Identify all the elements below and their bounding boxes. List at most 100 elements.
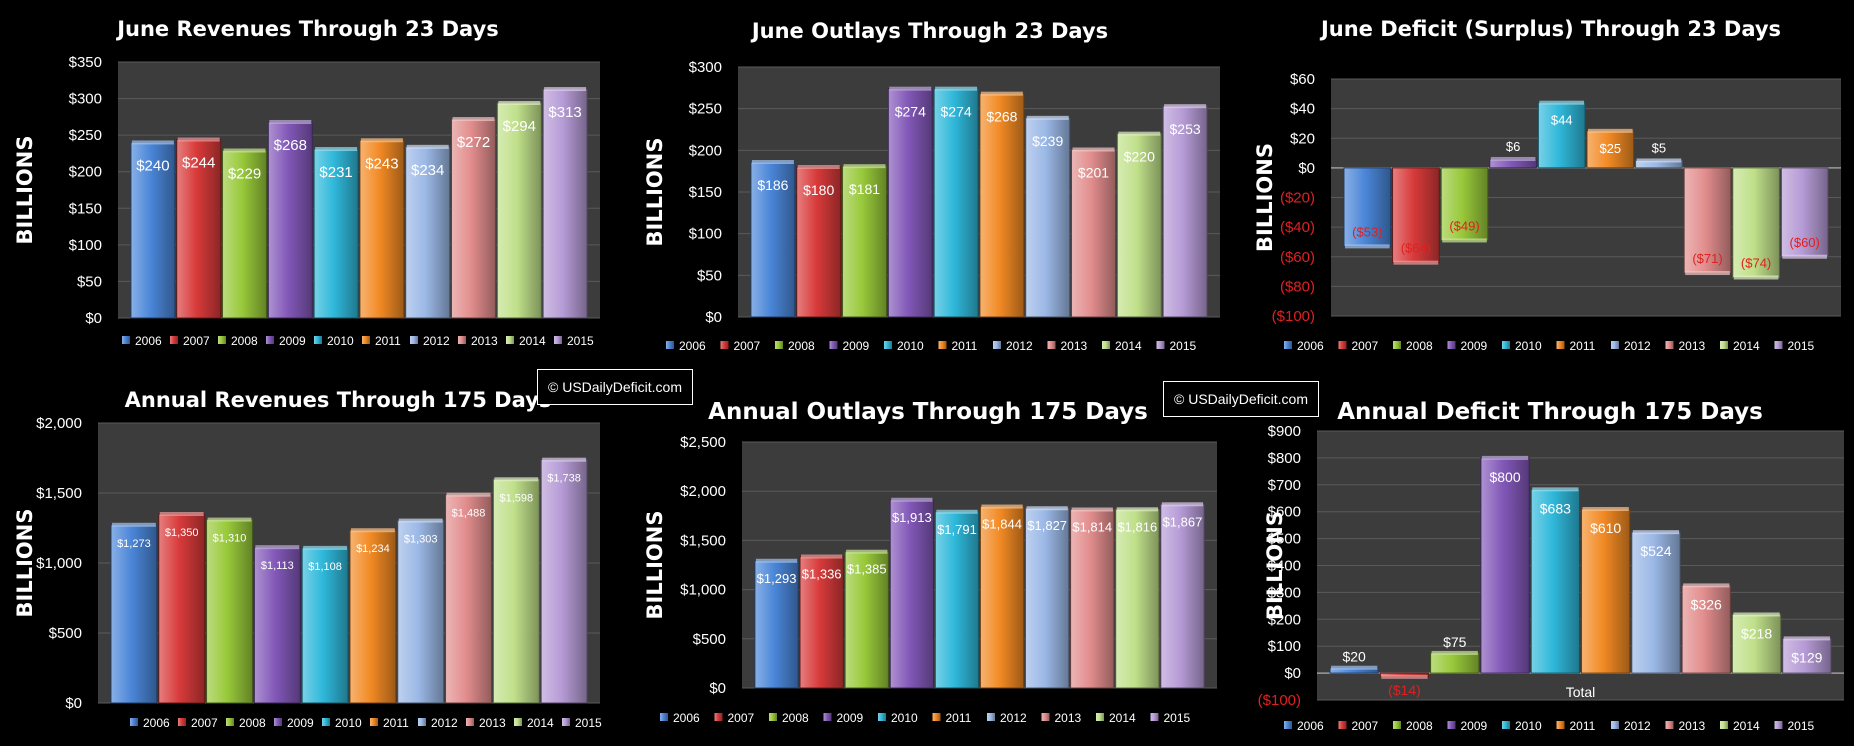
y-tick-label: ($100): [1272, 308, 1315, 325]
y-tick-label: $100: [69, 237, 102, 254]
data-label: $218: [1741, 625, 1772, 641]
bar-2010: [933, 88, 979, 318]
legend-swatch: [1338, 341, 1347, 349]
bar-cap: [1481, 455, 1529, 460]
bar-2010: [313, 148, 359, 319]
x-axis-label: Total: [1566, 684, 1596, 700]
legend-label: 2011: [952, 339, 978, 353]
legend-swatch: [1720, 341, 1728, 349]
legend-label: 2012: [431, 716, 458, 730]
legend-label: 2015: [575, 716, 602, 730]
y-tick-label: $300: [1268, 584, 1301, 601]
legend-swatch: [1150, 713, 1159, 721]
legend-label: 2011: [375, 334, 401, 348]
chart-group: $0 $50 $100 $150 $200 $250 $300 June Outlays Th…: [643, 19, 1220, 353]
y-tick-label: $900: [1268, 423, 1301, 440]
legend-swatch: [829, 341, 838, 349]
bar-cap: [1026, 115, 1069, 120]
data-label: $44: [1551, 113, 1573, 128]
legend-swatch: [1284, 341, 1292, 349]
data-label: ($64): [1401, 241, 1431, 256]
legend-swatch: [1502, 341, 1510, 349]
legend-swatch: [418, 718, 426, 726]
y-tick-label: $50: [77, 273, 102, 290]
data-label: ($60): [1790, 235, 1820, 250]
data-label: $268: [986, 109, 1017, 125]
bar-cap: [494, 477, 539, 482]
legend-swatch: [1774, 721, 1783, 729]
data-label: $239: [1032, 133, 1063, 149]
data-label: $1,350: [165, 527, 199, 539]
data-label: $1,234: [356, 543, 390, 555]
legend-label: 2008: [1406, 339, 1433, 353]
bar-cap: [1026, 506, 1068, 511]
legend-label: 2012: [1006, 339, 1033, 353]
bar-2006: [130, 141, 176, 319]
chart-june-deficit: ($100) ($80) ($60) ($40) ($20) $0 $20 $40 $60 Jun…: [1253, 17, 1841, 353]
chart-title: Annual Revenues Through 175 Days: [125, 388, 552, 412]
bar-2007: [176, 139, 222, 319]
bar-2009: [1480, 457, 1530, 674]
legend-label: 2010: [1515, 719, 1542, 733]
legend-label: 2011: [383, 716, 409, 730]
legend-swatch: [987, 713, 995, 721]
y-tick-label: ($100): [1258, 692, 1301, 709]
legend-label: 2008: [1406, 719, 1433, 733]
chart-annual-revenues: $0 $500 $1,000 $1,500 $2,000 Annual Revenues …: [13, 388, 602, 730]
data-label: $272: [457, 134, 490, 151]
bar-2007: [799, 556, 844, 689]
y-tick-label: $1,500: [36, 485, 82, 502]
data-label: $326: [1691, 596, 1722, 612]
y-tick-label: $0: [1298, 160, 1315, 177]
bar-2015: [542, 88, 588, 319]
bar-2013: [1681, 584, 1731, 674]
chart-group: ($100) ($80) ($60) ($40) ($20) $0 $20 $40 $60 Jun…: [1253, 17, 1841, 353]
data-label: $1,488: [452, 508, 486, 520]
bar-2007: [796, 166, 842, 318]
data-label: $1,113: [261, 560, 294, 572]
y-tick-label: $500: [49, 625, 82, 642]
data-label: ($53): [1352, 224, 1382, 239]
chart-group: $0 $500 $1,000 $1,500 $2,000 $2,500 Annual Out…: [643, 399, 1217, 725]
y-tick-label: $100: [689, 226, 722, 243]
y-tick-label: $200: [69, 164, 102, 181]
bar-2015: [540, 459, 588, 704]
bar-cap: [981, 504, 1023, 509]
bar-2009: [253, 546, 301, 704]
legend-label: 2010: [897, 339, 924, 353]
legend-label: 2011: [1570, 719, 1596, 733]
legend-swatch: [1393, 341, 1401, 349]
legend-label: 2015: [1170, 339, 1197, 353]
y-tick-label: $300: [69, 91, 102, 108]
data-label: $1,816: [1117, 519, 1157, 534]
legend-swatch: [178, 718, 186, 726]
data-label: $180: [803, 182, 834, 198]
legend-swatch: [1156, 341, 1165, 349]
bar-cap: [1539, 100, 1585, 105]
bar-cap: [1636, 158, 1682, 163]
bar-2011: [979, 506, 1025, 689]
data-label: $1,738: [547, 473, 581, 485]
data-label: $1,913: [892, 510, 932, 525]
legend-label: 2009: [287, 716, 314, 730]
y-tick-label: $600: [1268, 504, 1301, 521]
data-label: $5: [1652, 140, 1666, 155]
data-label: $186: [757, 177, 788, 193]
y-tick-label: $60: [1290, 71, 1315, 88]
legend-swatch: [666, 341, 674, 349]
data-label: $1,303: [404, 534, 438, 546]
y-tick-label: $700: [1268, 477, 1301, 494]
y-tick-label: $1,000: [680, 582, 726, 599]
legend-swatch: [218, 336, 226, 344]
chart-title: Annual Outlays Through 175 Days: [708, 399, 1148, 425]
bar-cap: [889, 86, 932, 91]
legend-label: 2014: [1733, 339, 1760, 353]
data-label: $240: [136, 157, 169, 174]
bar-cap: [843, 164, 886, 169]
legend-swatch: [226, 718, 234, 726]
bar-2011: [1586, 130, 1635, 169]
y-tick-label: $800: [1268, 450, 1301, 467]
y-tick-label: $100: [1268, 638, 1301, 655]
data-label: $1,844: [982, 517, 1022, 532]
legend-swatch: [878, 713, 886, 721]
